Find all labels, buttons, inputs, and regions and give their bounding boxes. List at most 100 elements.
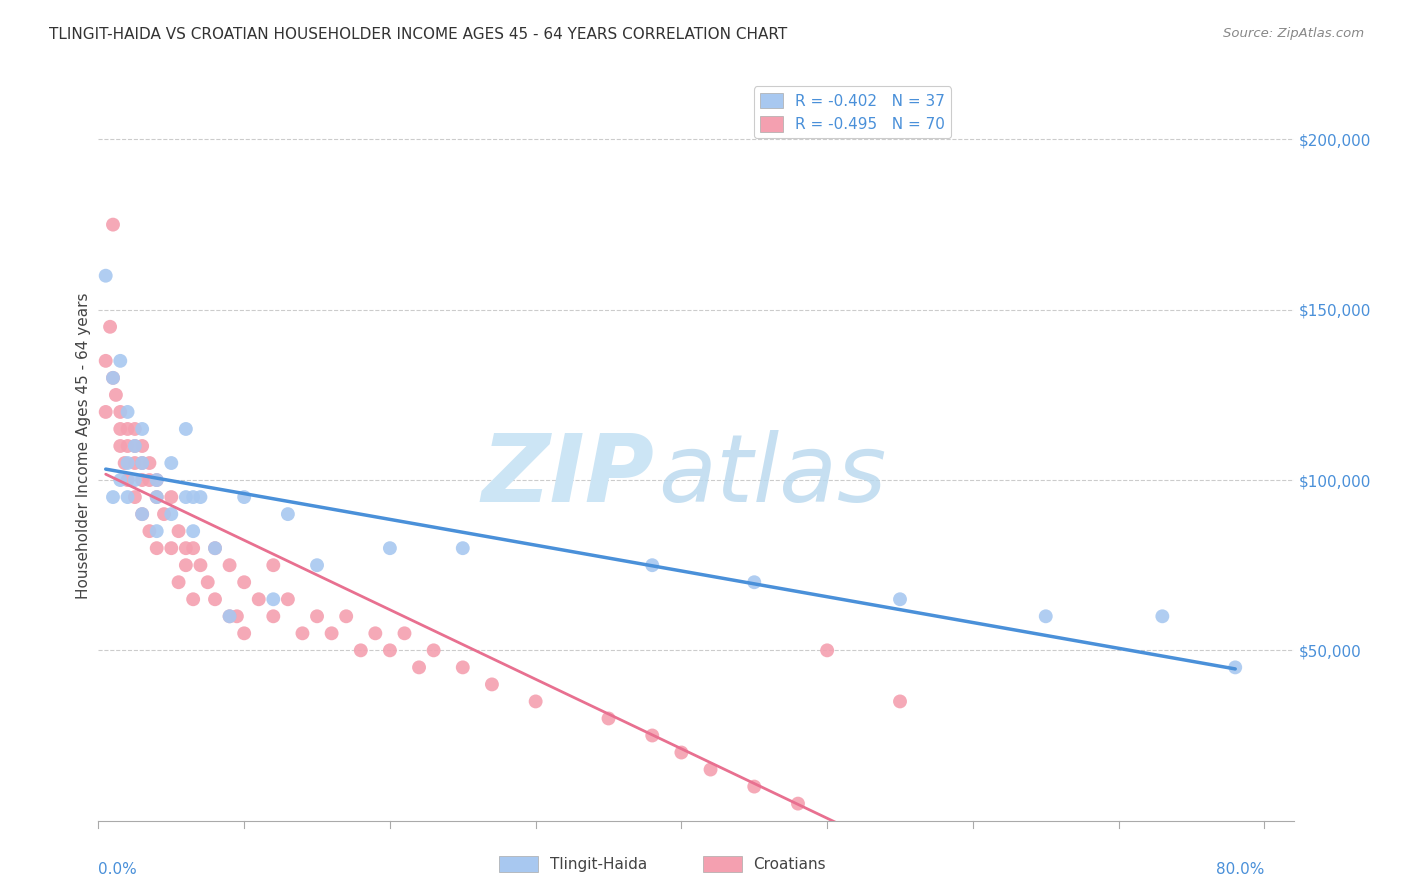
Point xyxy=(364,626,387,640)
Point xyxy=(117,490,139,504)
Point xyxy=(218,558,240,573)
Point xyxy=(145,541,167,556)
Point xyxy=(174,422,197,436)
Point xyxy=(174,490,197,504)
Point xyxy=(153,507,176,521)
Point xyxy=(124,422,146,436)
Point xyxy=(889,694,911,708)
Point xyxy=(124,439,146,453)
Point xyxy=(378,643,401,657)
Point xyxy=(145,490,167,504)
Point xyxy=(181,490,204,504)
Point xyxy=(117,473,139,487)
Point xyxy=(145,524,167,538)
Point xyxy=(451,541,474,556)
Point xyxy=(204,541,226,556)
Point xyxy=(94,354,117,368)
Point xyxy=(233,575,256,590)
Text: Source: ZipAtlas.com: Source: ZipAtlas.com xyxy=(1223,27,1364,40)
Point xyxy=(335,609,357,624)
Point xyxy=(262,609,284,624)
Point xyxy=(145,473,167,487)
Point xyxy=(190,558,212,573)
Point xyxy=(101,371,124,385)
Point xyxy=(167,575,190,590)
Point xyxy=(145,490,167,504)
Point xyxy=(117,405,139,419)
Point xyxy=(742,575,765,590)
Point xyxy=(104,388,127,402)
Point xyxy=(422,643,444,657)
Point xyxy=(742,780,765,794)
Point xyxy=(408,660,430,674)
Point xyxy=(233,490,256,504)
Point xyxy=(350,643,373,657)
Point xyxy=(641,729,664,743)
Point xyxy=(131,473,153,487)
Point xyxy=(101,371,124,385)
Point xyxy=(167,524,190,538)
Point xyxy=(262,592,284,607)
FancyBboxPatch shape xyxy=(499,856,538,872)
Point xyxy=(110,439,132,453)
Text: Croatians: Croatians xyxy=(754,857,827,871)
Point xyxy=(174,541,197,556)
Point xyxy=(131,456,153,470)
Point xyxy=(247,592,270,607)
Point xyxy=(204,541,226,556)
Point xyxy=(641,558,664,573)
Point xyxy=(124,439,146,453)
Point xyxy=(197,575,219,590)
Point xyxy=(138,524,160,538)
Point xyxy=(451,660,474,674)
Point xyxy=(138,456,160,470)
FancyBboxPatch shape xyxy=(703,856,742,872)
Point xyxy=(787,797,810,811)
Point xyxy=(110,405,132,419)
Point xyxy=(481,677,503,691)
Point xyxy=(101,490,124,504)
Point xyxy=(1152,609,1174,624)
Point xyxy=(889,592,911,607)
Point xyxy=(233,626,256,640)
Point xyxy=(291,626,314,640)
Point xyxy=(1035,609,1057,624)
Text: 0.0%: 0.0% xyxy=(98,863,138,878)
Point xyxy=(124,473,146,487)
Point xyxy=(174,558,197,573)
Point xyxy=(1225,660,1247,674)
Point xyxy=(110,422,132,436)
Text: 80.0%: 80.0% xyxy=(1216,863,1264,878)
Point xyxy=(321,626,343,640)
Point xyxy=(114,456,136,470)
Y-axis label: Householder Income Ages 45 - 64 years: Householder Income Ages 45 - 64 years xyxy=(76,293,91,599)
Point xyxy=(699,763,721,777)
Point xyxy=(131,507,153,521)
Point xyxy=(277,592,299,607)
Text: atlas: atlas xyxy=(658,431,886,522)
Point xyxy=(131,507,153,521)
Point xyxy=(160,541,183,556)
Point xyxy=(305,609,328,624)
Point xyxy=(117,422,139,436)
Point xyxy=(138,473,160,487)
Point xyxy=(131,422,153,436)
Point xyxy=(94,405,117,419)
Point xyxy=(305,558,328,573)
Point xyxy=(110,354,132,368)
Point xyxy=(204,592,226,607)
Legend: R = -0.402   N = 37, R = -0.495   N = 70: R = -0.402 N = 37, R = -0.495 N = 70 xyxy=(754,87,952,138)
Point xyxy=(117,439,139,453)
Point xyxy=(94,268,117,283)
Point xyxy=(598,711,620,725)
Point xyxy=(218,609,240,624)
Point xyxy=(101,218,124,232)
Point xyxy=(225,609,247,624)
Point xyxy=(524,694,547,708)
Point xyxy=(124,456,146,470)
Point xyxy=(110,473,132,487)
Point xyxy=(131,456,153,470)
Point xyxy=(815,643,838,657)
Point xyxy=(671,746,693,760)
Point xyxy=(124,490,146,504)
